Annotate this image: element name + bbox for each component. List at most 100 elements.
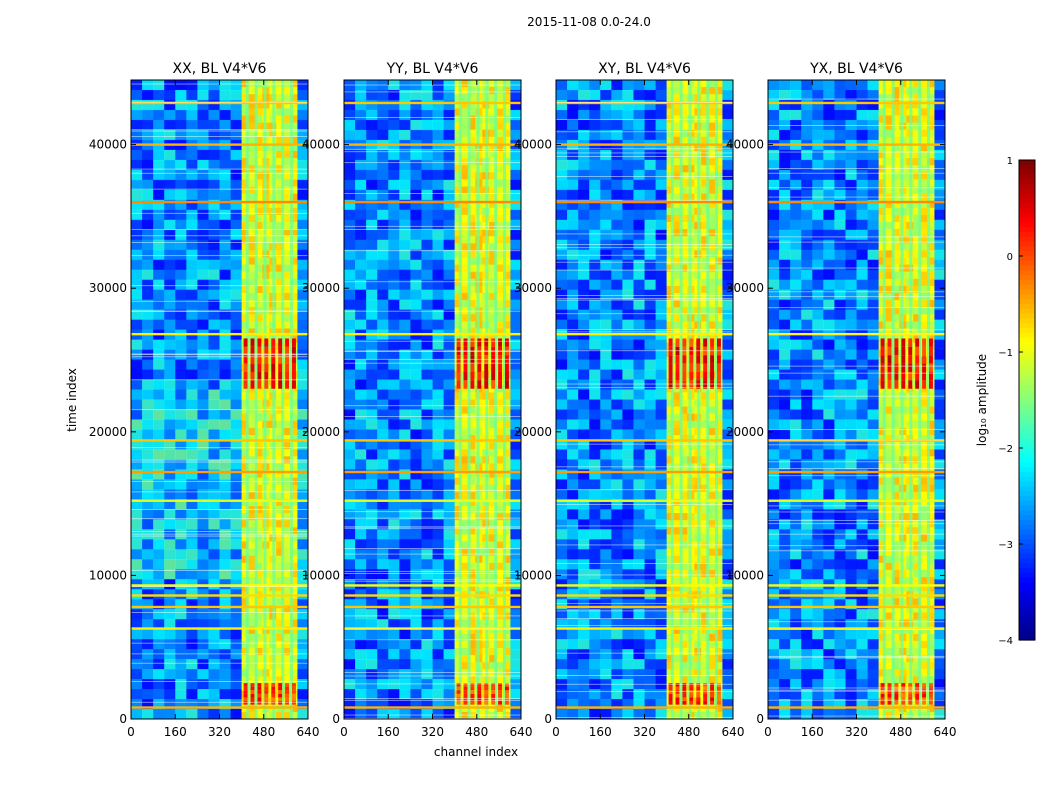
heatmap-cell (509, 179, 521, 191)
heatmap-cell (131, 319, 143, 331)
heatmap-cell (622, 599, 634, 610)
heatmap-cell (186, 119, 198, 131)
x-tick-label: 0 (340, 725, 348, 739)
heatmap-cell (578, 669, 590, 680)
heatmap-cell (377, 389, 389, 400)
heatmap-cell (556, 429, 568, 440)
rfi-band-cell (503, 498, 511, 507)
heatmap-cell (721, 489, 733, 500)
heatmap-cell (578, 239, 590, 251)
x-tick-label: 160 (377, 725, 400, 739)
rfi-band-cell (454, 271, 463, 280)
flag-line (131, 701, 308, 703)
heatmap-cell (399, 429, 411, 440)
heatmap-cell (186, 269, 198, 281)
heatmap-cell (388, 89, 400, 101)
rfi-band-cell (496, 179, 504, 187)
heatmap-cell (509, 299, 521, 311)
rfi-band-cell (708, 101, 716, 109)
rfi-band-cell (283, 562, 291, 571)
heatmap-cell (421, 359, 433, 371)
rfi-band-cell (496, 392, 504, 400)
rfi-band-cell (503, 562, 511, 571)
rfi-band-cell (673, 143, 681, 152)
rfi-band-cell (680, 165, 688, 173)
rfi-band-cell (489, 527, 497, 535)
heatmap-cell (556, 469, 568, 480)
heatmap-cell (421, 659, 433, 670)
rfi-band-cell (673, 101, 681, 109)
rfi-band-cell (255, 484, 263, 493)
heatmap-cell (377, 489, 389, 500)
rfi-band-cell (489, 229, 497, 237)
heatmap-cell (421, 199, 433, 211)
rfi-band-cell (290, 513, 298, 521)
heatmap-cell (644, 639, 657, 650)
rfi-band-cell (248, 143, 256, 152)
heatmap-cell (509, 459, 521, 470)
rfi-band-cell (255, 520, 263, 528)
heatmap-cell (611, 439, 623, 450)
hot-spot-cell (243, 686, 248, 691)
heatmap-cell (142, 249, 154, 261)
rfi-band-cell (283, 321, 291, 329)
rfi-band-cell (276, 413, 284, 422)
heatmap-cell (611, 359, 623, 371)
heatmap-cell (131, 549, 143, 560)
heatmap-cell (721, 659, 733, 670)
rfi-band-cell (503, 626, 511, 635)
heatmap-cell (131, 489, 143, 500)
rfi-band-cell (489, 200, 497, 209)
heatmap-cell (443, 259, 456, 271)
heatmap-cell (655, 209, 668, 221)
heatmap-cell (611, 559, 623, 570)
heatmap-cell (219, 339, 232, 351)
heatmap-cell (208, 529, 220, 540)
rfi-band-cell (255, 101, 263, 109)
heatmap-cell (600, 80, 612, 91)
rfi-band-cell (241, 207, 250, 216)
heatmap-cell (355, 389, 367, 400)
heatmap-cell (589, 689, 601, 700)
heatmap-cell (219, 269, 232, 281)
heatmap-cell (131, 369, 143, 381)
heatmap-cell (556, 449, 568, 460)
rfi-band-cell (489, 94, 497, 102)
rfi-band-cell (454, 413, 463, 422)
heatmap-cell (230, 80, 243, 91)
heatmap-cell (721, 309, 733, 321)
heatmap-cell (421, 449, 433, 460)
rfi-band-cell (503, 655, 511, 663)
rfi-band-cell (248, 484, 256, 493)
heatmap-cell (142, 99, 154, 111)
rfi-band-cell (468, 179, 476, 187)
heatmap-cell (131, 89, 143, 101)
rfi-band-cell (276, 285, 284, 294)
rfi-band-cell (489, 179, 497, 187)
heatmap-cell (655, 509, 668, 520)
heatmap-cell (655, 639, 668, 650)
heatmap-cell (164, 429, 176, 440)
heatmap-cell (131, 119, 143, 131)
heatmap-cell (186, 569, 198, 580)
heatmap-cell (567, 509, 579, 520)
heatmap-cell (410, 89, 422, 101)
heatmap-cell (633, 699, 645, 710)
heatmap-cell (131, 309, 143, 321)
heatmap-cell (219, 179, 232, 191)
heatmap-cell (175, 80, 187, 91)
heatmap-cell (219, 419, 232, 430)
rfi-band-cell (290, 498, 298, 507)
heatmap-cell (721, 269, 733, 281)
hot-spot-cell (257, 346, 262, 356)
rfi-band-cell (454, 264, 463, 273)
heatmap-cell (655, 629, 668, 640)
hot-spot-cell (278, 690, 283, 694)
rfi-band-cell (290, 271, 298, 280)
heatmap-cell (219, 199, 232, 211)
heatmap-cell (399, 619, 411, 630)
hot-spot-cell (456, 701, 461, 705)
rfi-band-cell (283, 605, 291, 613)
heatmap-cell (589, 439, 601, 450)
heatmap-cell (296, 229, 308, 241)
